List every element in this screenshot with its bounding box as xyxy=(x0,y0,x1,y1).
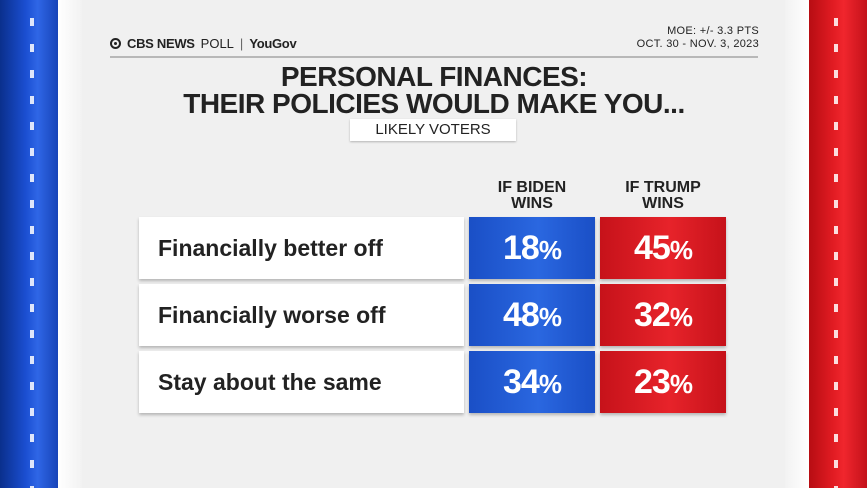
poll-meta: MOE: +/- 3.3 PTS OCT. 30 - NOV. 3, 2023 xyxy=(637,25,759,51)
stripe-tick xyxy=(834,174,838,182)
stripe-tick xyxy=(30,200,34,208)
value-cell-biden: 34% xyxy=(469,351,595,413)
stripe-tick xyxy=(30,278,34,286)
right-white-stripe xyxy=(785,0,809,488)
stripe-tick xyxy=(834,70,838,78)
brand-yougov: YouGov xyxy=(249,35,297,51)
column-header-trump-line-2: WINS xyxy=(642,195,684,212)
value-number: 32 xyxy=(634,296,671,334)
stripe-tick xyxy=(30,226,34,234)
stripe-tick xyxy=(30,18,34,26)
stripe-tick xyxy=(30,356,34,364)
row-label: Financially better off xyxy=(139,217,464,279)
stripe-tick xyxy=(834,486,838,488)
left-blue-stripe xyxy=(0,0,58,488)
cbs-eye-icon xyxy=(110,37,121,49)
chart-title-line-2: THEIR POLICIES WOULD MAKE YOU... xyxy=(183,88,685,119)
stripe-tick xyxy=(30,96,34,104)
brand-logo: CBS NEWS POLL | YouGov xyxy=(110,35,297,51)
stripe-tick xyxy=(834,460,838,468)
stripe-tick xyxy=(30,148,34,156)
value-cell-biden: 48% xyxy=(469,284,595,346)
stripe-tick xyxy=(30,122,34,130)
stripe-tick xyxy=(834,278,838,286)
stripe-tick xyxy=(834,200,838,208)
value-number: 23 xyxy=(634,363,671,401)
stripe-tick xyxy=(30,304,34,312)
stripe-tick xyxy=(30,70,34,78)
stripe-tick xyxy=(30,252,34,260)
value-cell-biden: 18% xyxy=(469,217,595,279)
row-label: Financially worse off xyxy=(139,284,464,346)
stripe-tick xyxy=(834,18,838,26)
stripe-tick xyxy=(834,330,838,338)
column-header-biden: IF BIDEN WINS xyxy=(469,180,595,212)
left-white-stripe xyxy=(58,0,82,488)
stripe-tick xyxy=(834,434,838,442)
value-cell-trump: 45% xyxy=(600,217,726,279)
brand-separator: | xyxy=(239,35,244,51)
stripe-tick xyxy=(834,304,838,312)
value-number: 48 xyxy=(503,296,540,334)
stripe-tick xyxy=(834,44,838,52)
value-cell-trump: 32% xyxy=(600,284,726,346)
chart-subtitle: LIKELY VOTERS xyxy=(350,119,516,141)
chart-title-line-1: PERSONAL FINANCES: xyxy=(280,61,588,92)
value-unit: % xyxy=(669,235,693,265)
value-unit: % xyxy=(669,369,693,399)
stripe-tick xyxy=(834,356,838,364)
stripe-tick xyxy=(834,122,838,130)
brand-cbs: CBS NEWS xyxy=(127,35,195,51)
stripe-tick xyxy=(30,174,34,182)
right-red-stripe xyxy=(809,0,867,488)
column-header-biden-line-1: IF BIDEN xyxy=(497,179,567,196)
stripe-tick xyxy=(30,434,34,442)
value-number: 45 xyxy=(634,229,671,267)
chart-title: PERSONAL FINANCES: THEIR POLICIES WOULD … xyxy=(110,61,758,119)
value-unit: % xyxy=(538,235,562,265)
stripe-tick xyxy=(30,408,34,416)
value-unit: % xyxy=(669,302,693,332)
margin-of-error: MOE: +/- 3.3 PTS xyxy=(667,25,759,37)
stripe-tick xyxy=(834,226,838,234)
stripe-tick xyxy=(834,96,838,104)
value-number: 34 xyxy=(503,363,540,401)
stripe-tick xyxy=(834,382,838,390)
value-number: 18 xyxy=(503,229,540,267)
value-unit: % xyxy=(538,369,562,399)
value-cell-trump: 23% xyxy=(600,351,726,413)
column-header-trump-line-1: IF TRUMP xyxy=(625,179,701,196)
poll-dates: OCT. 30 - NOV. 3, 2023 xyxy=(636,38,759,50)
stripe-tick xyxy=(834,408,838,416)
value-unit: % xyxy=(538,302,562,332)
stripe-tick xyxy=(30,486,34,488)
row-label: Stay about the same xyxy=(139,351,464,413)
header-divider xyxy=(110,56,758,58)
stripe-tick xyxy=(30,330,34,338)
stripe-tick xyxy=(30,460,34,468)
stripe-tick xyxy=(834,148,838,156)
column-header-biden-line-2: WINS xyxy=(511,195,553,212)
brand-poll: POLL xyxy=(200,35,234,51)
stripe-tick xyxy=(30,44,34,52)
column-header-trump: IF TRUMP WINS xyxy=(600,180,726,212)
stripe-tick xyxy=(30,382,34,390)
stripe-tick xyxy=(834,252,838,260)
